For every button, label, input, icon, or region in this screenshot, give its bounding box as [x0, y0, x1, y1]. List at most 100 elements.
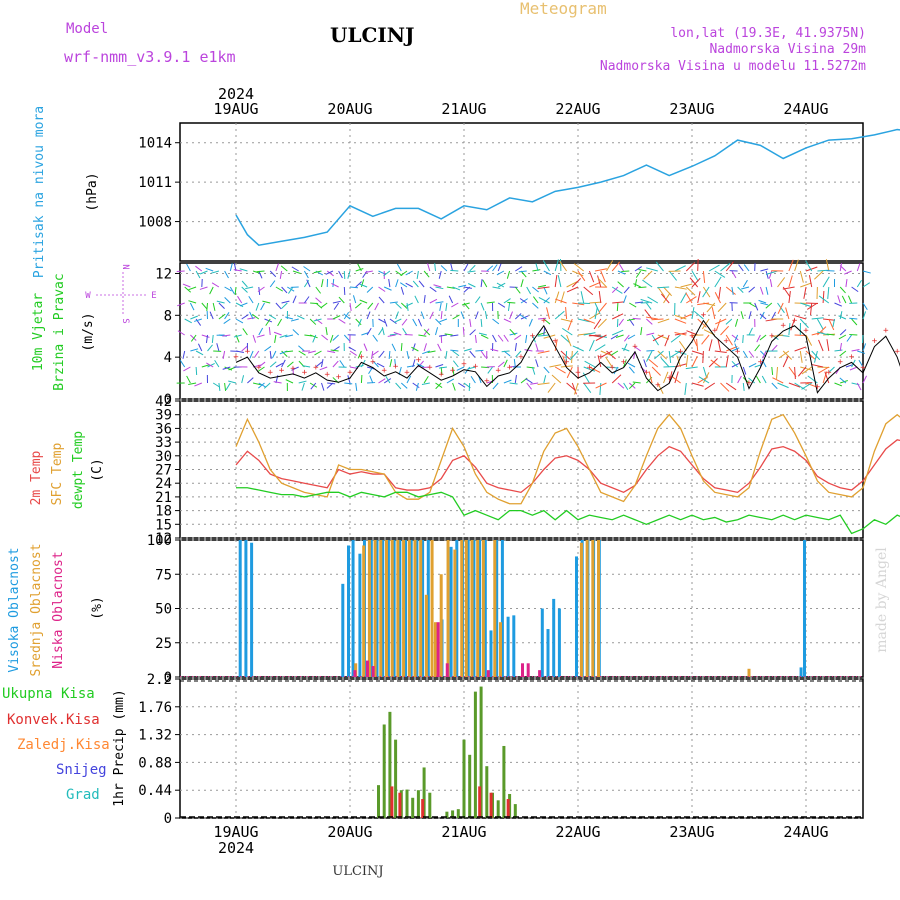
wind-arrow: [623, 382, 629, 391]
wind-arrow: [788, 259, 794, 272]
wind-arrow: [839, 311, 843, 320]
wind-arrow: [343, 286, 346, 296]
wind-arrow: [321, 359, 324, 368]
wind-arrow: [697, 291, 701, 304]
precip-unit: 1hr Precip (mm): [112, 689, 127, 806]
wind-arrow: [838, 334, 847, 340]
wind-arrow: [279, 334, 288, 338]
wind-arrow: [400, 270, 408, 277]
wind-gust-marker: +: [883, 326, 889, 336]
wind-arrow: [554, 259, 559, 272]
wind-arrow: [292, 295, 297, 304]
wind-ylabel: 10m Vjetar: [31, 293, 46, 371]
wind-arrow: [183, 366, 191, 372]
wind-arrow: [696, 339, 699, 352]
wind-arrow: [275, 302, 282, 310]
wind-arrow: [421, 366, 430, 369]
wind-arrow: [374, 302, 379, 311]
cloud-bar: [575, 556, 578, 677]
precip-bar: [377, 785, 380, 818]
wind-arrow: [423, 295, 426, 304]
wind-arrow: [600, 270, 606, 283]
wind-compass: N S W E: [85, 264, 156, 323]
wind-arrow: [492, 286, 501, 290]
wind-arrow: [839, 265, 847, 272]
wind-arrow: [691, 277, 701, 288]
wind-arrow: [599, 382, 602, 396]
cloud-bar: [557, 608, 561, 677]
wind-arrow: [765, 286, 769, 295]
wind-arrow: [543, 286, 548, 295]
wind-arrow: [758, 299, 767, 304]
wind-arrow: [269, 361, 277, 368]
wind-arrow: [619, 263, 625, 272]
wind-arrow: [822, 290, 825, 304]
cloud-ytick-label: 25: [155, 636, 172, 652]
wind-arrow: [725, 286, 736, 295]
wind-arrow: [290, 318, 299, 322]
wind-arrow: [535, 359, 539, 368]
wind-arrow: [594, 344, 606, 352]
wind-arrow: [291, 366, 299, 371]
wind-arrow: [207, 344, 213, 352]
wind-gust-marker: +: [530, 331, 536, 341]
wind-arrow: [771, 344, 778, 352]
wind-arrow: [222, 366, 231, 370]
wind-arrow: [496, 282, 505, 288]
wind-arrow: [572, 345, 584, 352]
cloud-bar: [424, 594, 428, 677]
wind-arrow: [571, 278, 582, 288]
wind-arrow: [691, 350, 704, 355]
wind-arrow: [285, 379, 294, 384]
wind-arrow: [657, 350, 667, 360]
wind-arrow: [378, 327, 384, 336]
precip-bar: [445, 811, 449, 818]
wind-arrow: [862, 343, 867, 352]
wind-arrow: [648, 371, 653, 384]
wind-arrow: [376, 362, 385, 368]
wind-arrow: [647, 296, 659, 304]
wind-arrow: [674, 371, 679, 384]
wind-arrow: [327, 382, 336, 385]
wind-arrow: [748, 363, 757, 368]
wind-arrow: [507, 301, 516, 304]
wind-arrow: [190, 315, 199, 320]
wind-arrow: [532, 302, 539, 309]
wind-arrow: [357, 263, 362, 272]
wind-arrow: [189, 302, 195, 311]
wind-arrow: [338, 296, 345, 304]
wind-arrow: [412, 343, 416, 352]
wind-arrow: [501, 350, 510, 353]
x-tick-label-top: 22AUG: [555, 100, 600, 118]
wind-arrow: [610, 334, 619, 340]
cloud-bar: [369, 540, 373, 677]
wind-arrow: [717, 339, 721, 352]
x-tick-label-top: 23AUG: [669, 100, 714, 118]
wind-arrow: [474, 334, 477, 344]
x-tick-label-bottom: 23AUG: [669, 823, 714, 841]
wind-arrow: [241, 280, 248, 288]
wind-arrow: [805, 350, 816, 360]
wind-arrow: [273, 331, 282, 336]
wind-arrow: [543, 318, 551, 325]
wind-arrow: [759, 334, 767, 341]
wind-arrow: [759, 286, 764, 295]
wind-arrow: [349, 350, 357, 356]
wind-arrow: [249, 311, 254, 320]
wind-arrow: [589, 281, 601, 288]
wind-arrow: [714, 270, 726, 278]
wind-arrow: [851, 318, 858, 326]
wind-arrow: [858, 359, 864, 368]
wind-arrow: [615, 334, 624, 338]
wind-arrow: [388, 350, 391, 360]
wind-arrow: [439, 302, 442, 311]
wind-arrow: [611, 261, 621, 272]
wind-arrow: [412, 318, 418, 327]
cloud-bar: [373, 540, 377, 677]
cloud-bar: [386, 540, 390, 677]
wind-arrow: [423, 329, 431, 336]
wind-gust-marker: +: [507, 363, 513, 373]
wind-arrow: [381, 327, 385, 336]
wind-arrow: [273, 381, 282, 384]
wind-arrow: [642, 279, 653, 288]
